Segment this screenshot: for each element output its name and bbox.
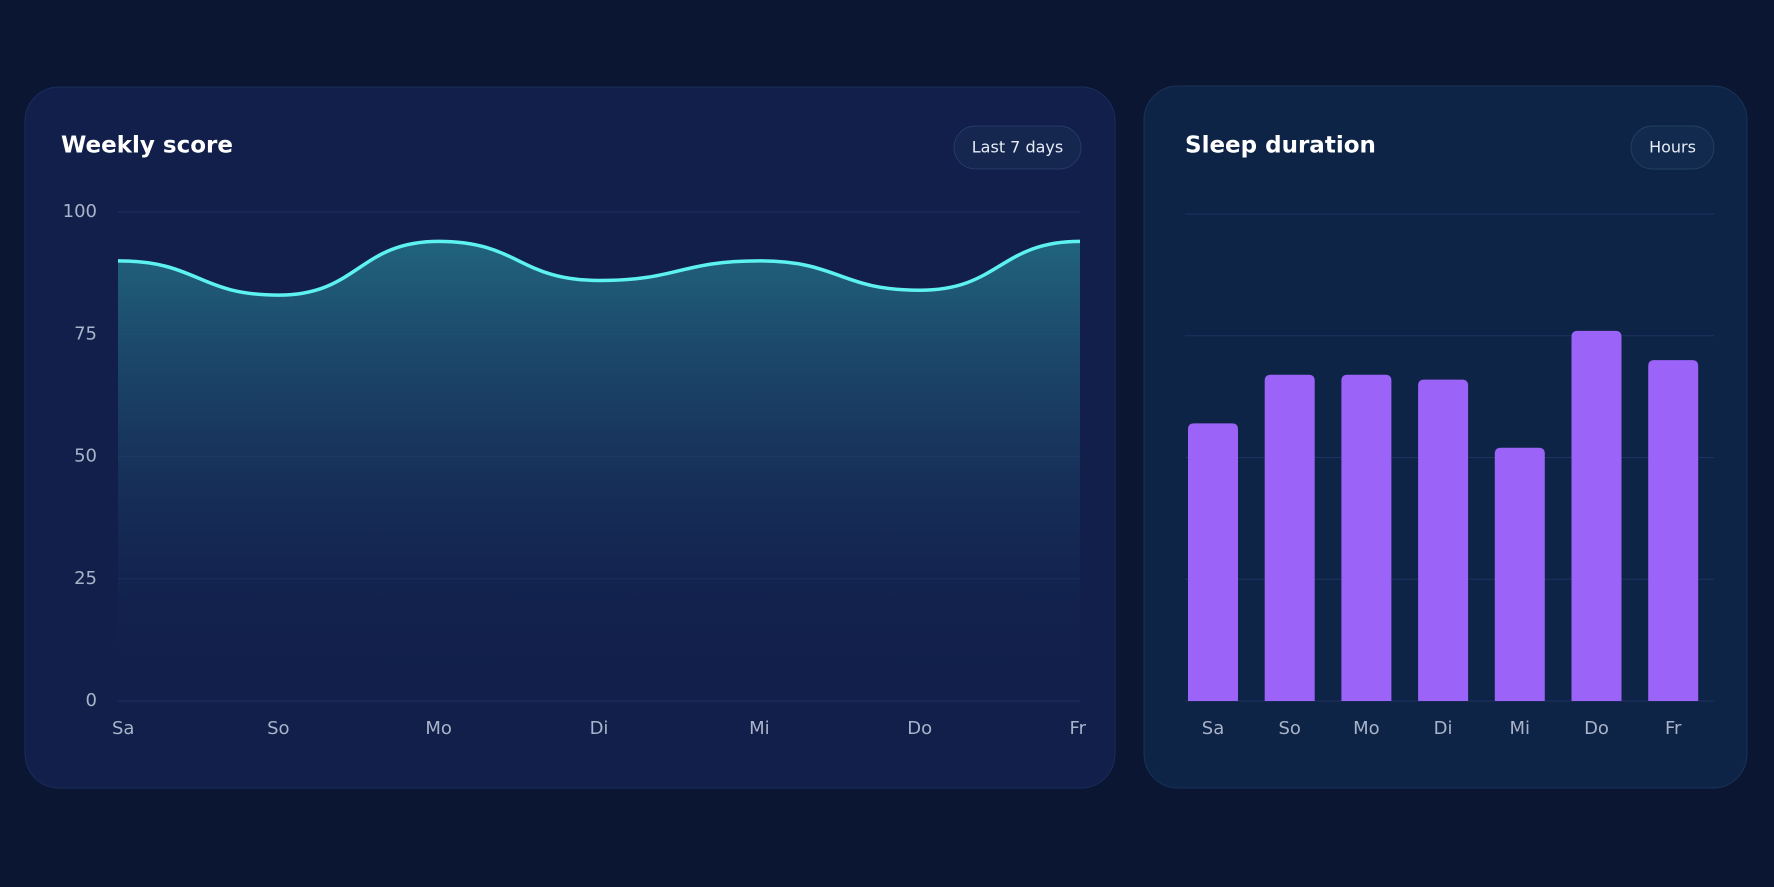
x-tick-label: Di bbox=[590, 718, 609, 739]
card-title: Weekly score bbox=[61, 133, 233, 159]
x-tick-label: Fr bbox=[1070, 718, 1087, 739]
bar bbox=[1418, 379, 1469, 701]
bar bbox=[1341, 374, 1392, 701]
range-pill[interactable] bbox=[953, 125, 1082, 170]
x-tick-label: Sa bbox=[1202, 718, 1224, 739]
range-pill-label[interactable]: Last 7 days bbox=[972, 138, 1063, 157]
bar bbox=[1264, 374, 1315, 701]
unit-pill[interactable] bbox=[1630, 125, 1715, 170]
area bbox=[118, 241, 1080, 701]
unit-pill-label[interactable]: Hours bbox=[1649, 138, 1696, 157]
x-tick-label: Di bbox=[1434, 718, 1453, 739]
bar bbox=[1494, 447, 1545, 701]
bar bbox=[1571, 330, 1622, 701]
y-tick-label: 25 bbox=[74, 568, 97, 589]
y-tick-label: 50 bbox=[74, 446, 97, 467]
x-tick-label: Mi bbox=[749, 718, 770, 739]
card-title: Sleep duration bbox=[1185, 133, 1376, 159]
x-tick-label: Fr bbox=[1665, 718, 1682, 739]
y-tick-label: 100 bbox=[63, 201, 97, 222]
x-tick-label: Sa bbox=[112, 718, 134, 739]
x-tick-label: Mo bbox=[1353, 718, 1380, 739]
x-tick-label: Do bbox=[1584, 718, 1609, 739]
line bbox=[117, 239, 1081, 297]
x-tick-label: So bbox=[1278, 718, 1300, 739]
bar bbox=[1648, 360, 1699, 701]
x-tick-label: Mi bbox=[1510, 718, 1531, 739]
x-tick-label: So bbox=[267, 718, 289, 739]
x-tick-label: Do bbox=[907, 718, 932, 739]
y-tick-label: 75 bbox=[74, 323, 97, 344]
y-tick-label: 0 bbox=[86, 690, 97, 711]
x-tick-label: Mo bbox=[425, 718, 452, 739]
bar bbox=[1188, 423, 1238, 701]
